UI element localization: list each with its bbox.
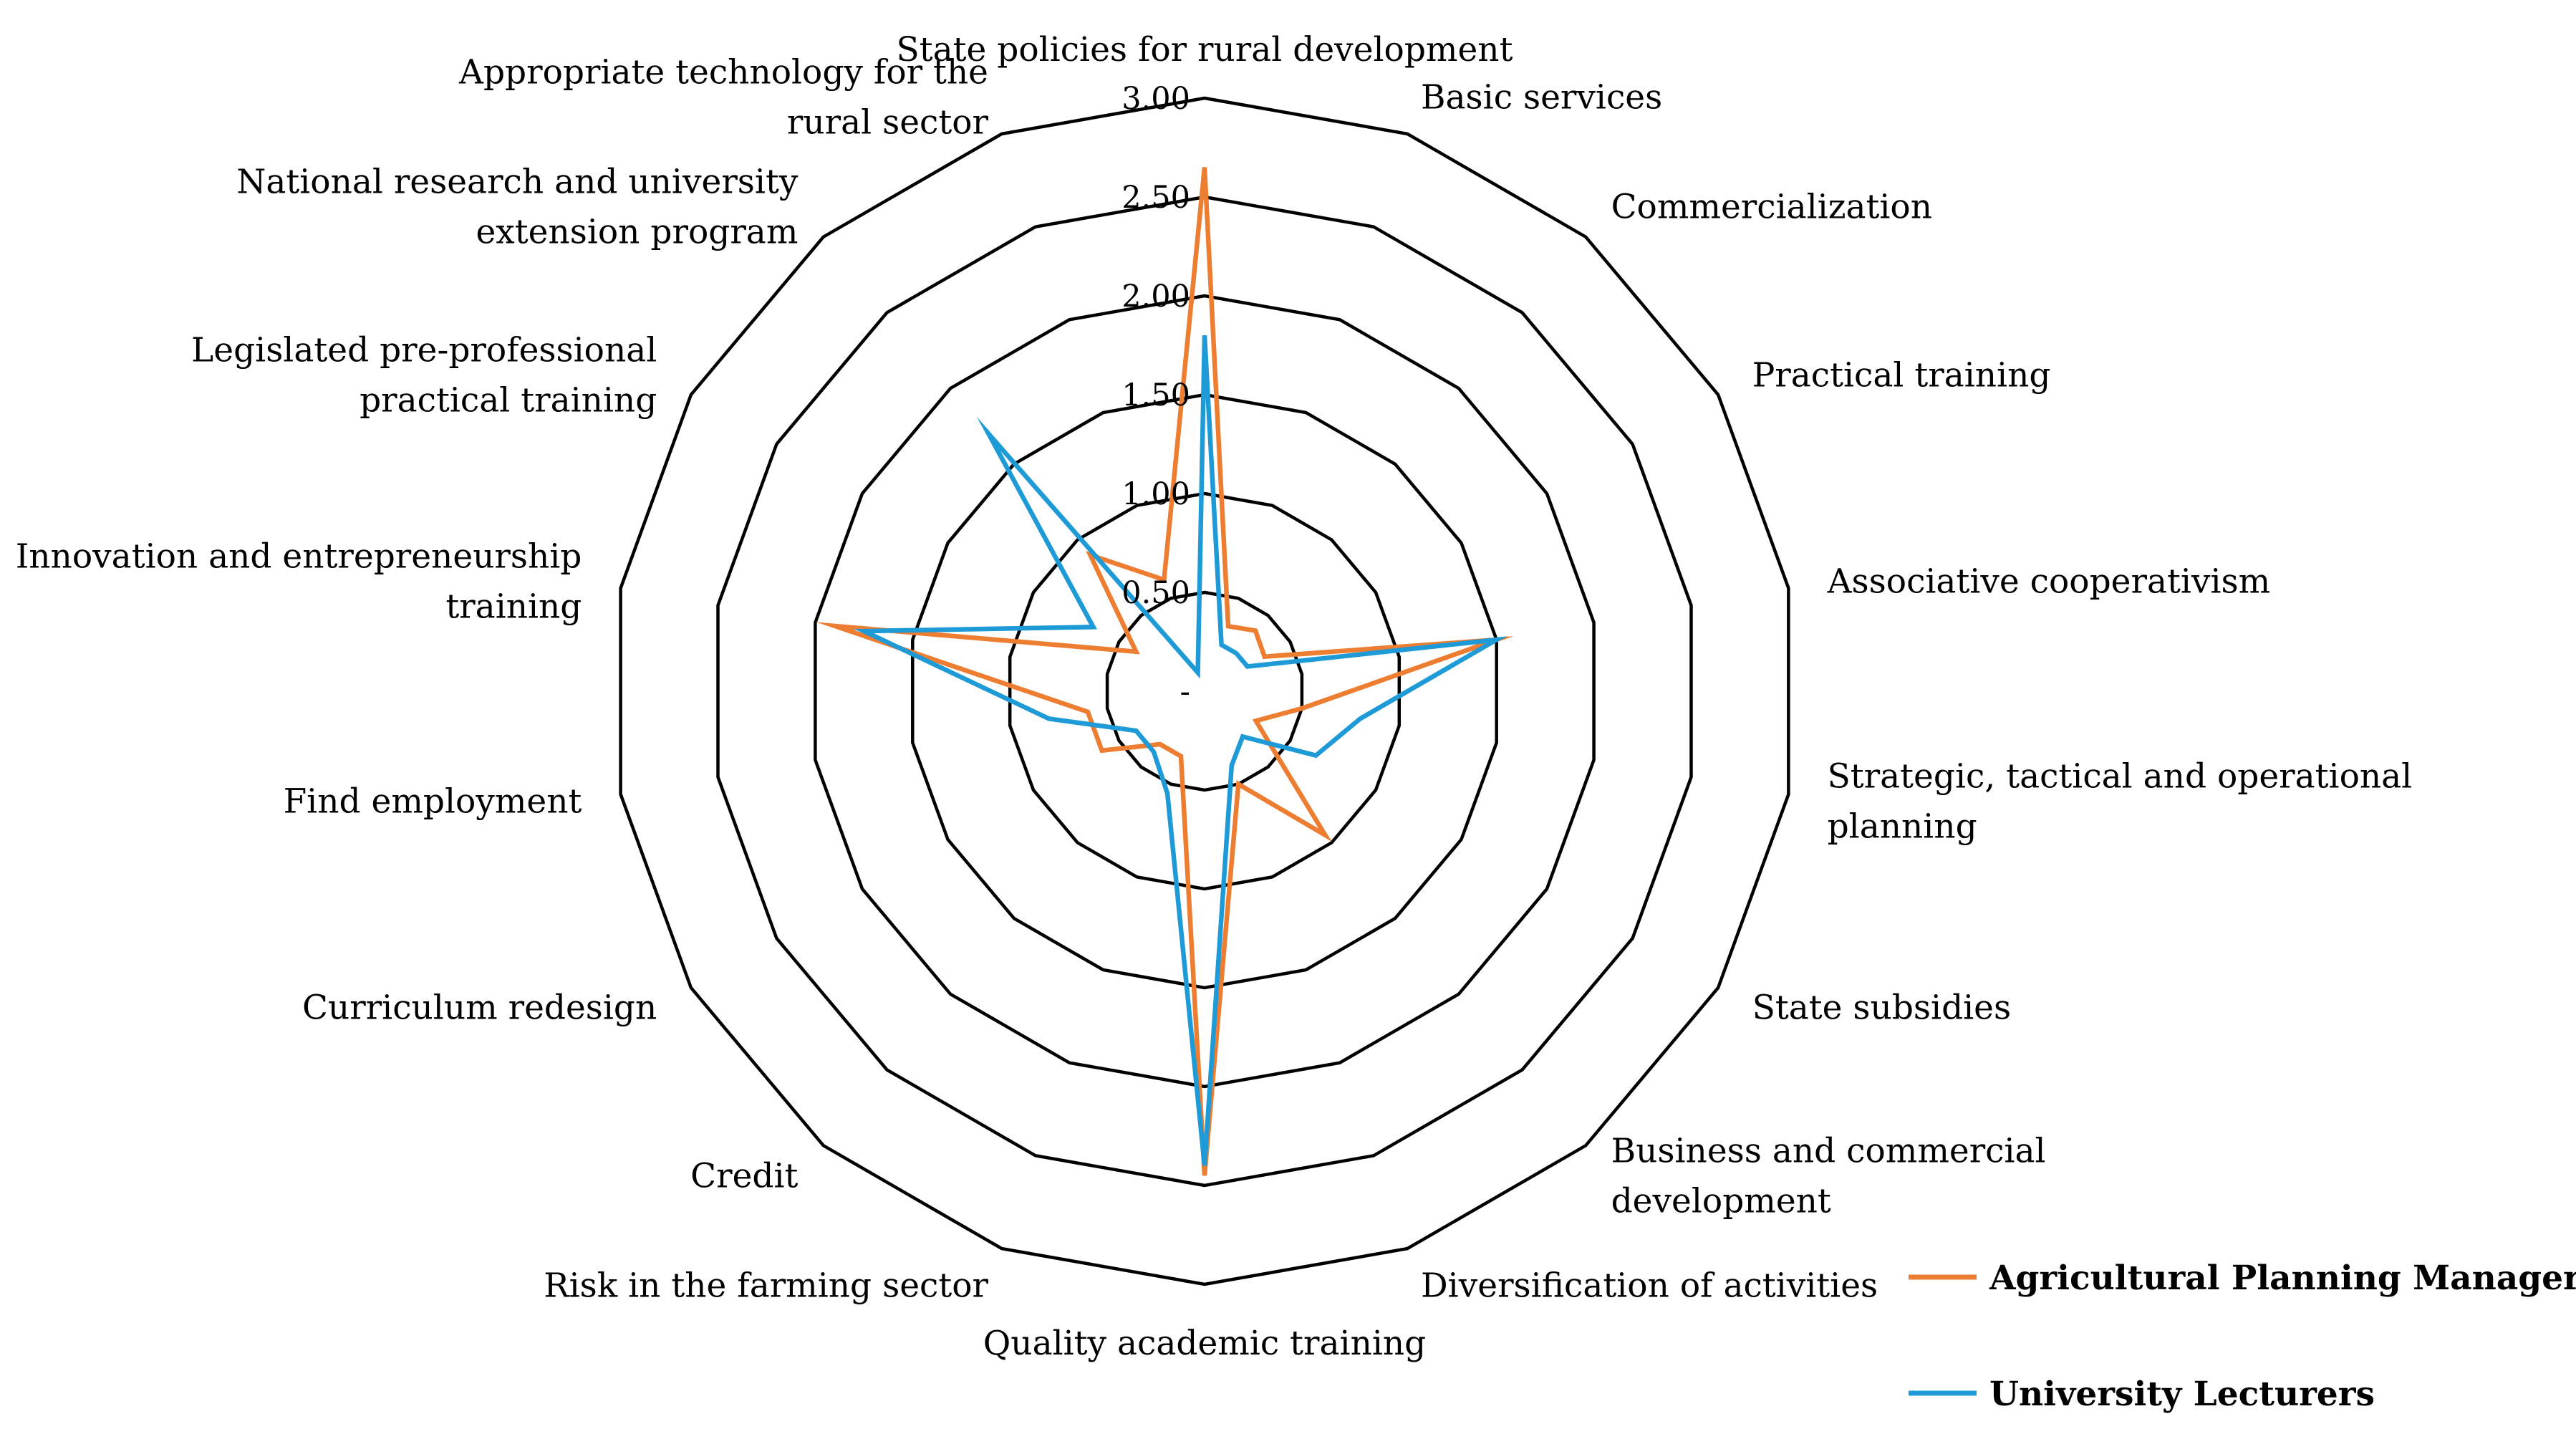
tick-label-1: 0.50 [1121, 575, 1190, 611]
category-label-0: State policies for rural development [897, 30, 1513, 69]
category-label-3: Practical training [1752, 356, 2051, 395]
legend-label-lecturers: University Lecturers [1989, 1375, 2375, 1414]
category-label-line: rural sector [787, 102, 989, 142]
category-label-line: Curriculum redesign [302, 988, 657, 1028]
category-label-line: Commercialization [1611, 188, 1932, 227]
category-label-line: practical training [360, 381, 657, 420]
category-label-line: extension program [476, 213, 798, 252]
category-label-line: Business and commercial [1611, 1131, 2046, 1170]
series-line-lecturers [854, 335, 1508, 1166]
category-label-11: Credit [690, 1156, 798, 1195]
grid-ring-2 [1008, 491, 1402, 891]
category-label-15: Legislated pre-professional practical tra… [191, 331, 657, 420]
category-label-line: Diversification of activities [1421, 1266, 1878, 1306]
tick-label-4: 2.00 [1121, 279, 1190, 314]
legend-label-managers: Agricultural Planning Managers [1989, 1259, 2576, 1298]
category-label-line: training [445, 587, 582, 627]
category-label-line: Innovation and entrepreneurship [16, 537, 582, 577]
grid-ring-3 [911, 393, 1498, 990]
category-label-line: State policies for rural development [897, 30, 1513, 69]
category-label-2: Commercialization [1611, 188, 1932, 227]
category-label-line: planning [1828, 807, 1977, 846]
radar-grid [619, 96, 1790, 1286]
category-label-line: Quality academic training [983, 1324, 1426, 1363]
grid-ring-1 [1105, 590, 1304, 792]
category-label-10: Risk in the farming sector [544, 1266, 988, 1306]
category-label-6: State subsidies [1752, 988, 2011, 1028]
grid-ring-5 [716, 195, 1693, 1188]
category-label-line: development [1611, 1181, 1831, 1221]
category-label-17: Appropriate technology for the rural sect… [458, 52, 988, 142]
category-label-13: Find employment [284, 781, 582, 821]
category-label-line: Practical training [1752, 356, 2051, 395]
grid-ring-4 [814, 294, 1596, 1089]
category-label-8: Diversification of activities [1421, 1266, 1878, 1306]
category-label-line: National research and university [236, 163, 799, 202]
category-label-line: Find employment [284, 781, 582, 821]
category-labels: State policies for rural development Basi… [16, 30, 2412, 1363]
radar-series [816, 167, 1514, 1176]
series-line-managers [816, 167, 1514, 1176]
tick-label-3: 1.50 [1121, 377, 1190, 413]
category-label-1: Basic services [1421, 77, 1662, 117]
category-label-line: Strategic, tactical and operational [1828, 756, 2413, 796]
category-label-line: Basic services [1421, 77, 1662, 117]
category-label-12: Curriculum redesign [302, 988, 657, 1028]
category-label-line: Associative cooperativism [1827, 562, 2271, 602]
radial-tick-labels: - 0.50 1.00 1.50 2.00 2.50 3.00 [1121, 81, 1190, 710]
category-label-14: Innovation and entrepreneurship training [16, 537, 582, 627]
category-label-line: Appropriate technology for the [458, 52, 988, 92]
category-label-4: Associative cooperativism [1827, 562, 2271, 602]
category-label-5: Strategic, tactical and operational plann… [1828, 756, 2413, 846]
tick-label-6: 3.00 [1121, 81, 1190, 117]
category-label-line: Credit [690, 1156, 798, 1195]
category-label-7: Business and commercial development [1611, 1131, 2046, 1221]
category-label-line: State subsidies [1752, 988, 2011, 1028]
tick-label-2: 1.00 [1121, 476, 1190, 512]
category-label-16: National research and university extensio… [236, 163, 799, 252]
tick-label-0: - [1180, 674, 1190, 710]
category-label-9: Quality academic training [983, 1324, 1426, 1363]
category-label-line: Legislated pre-professional [191, 331, 657, 370]
tick-label-5: 2.50 [1121, 180, 1190, 216]
grid-ring-6 [619, 96, 1790, 1286]
category-label-line: Risk in the farming sector [544, 1266, 988, 1306]
legend: Agricultural Planning Managers Universit… [1909, 1259, 2576, 1414]
